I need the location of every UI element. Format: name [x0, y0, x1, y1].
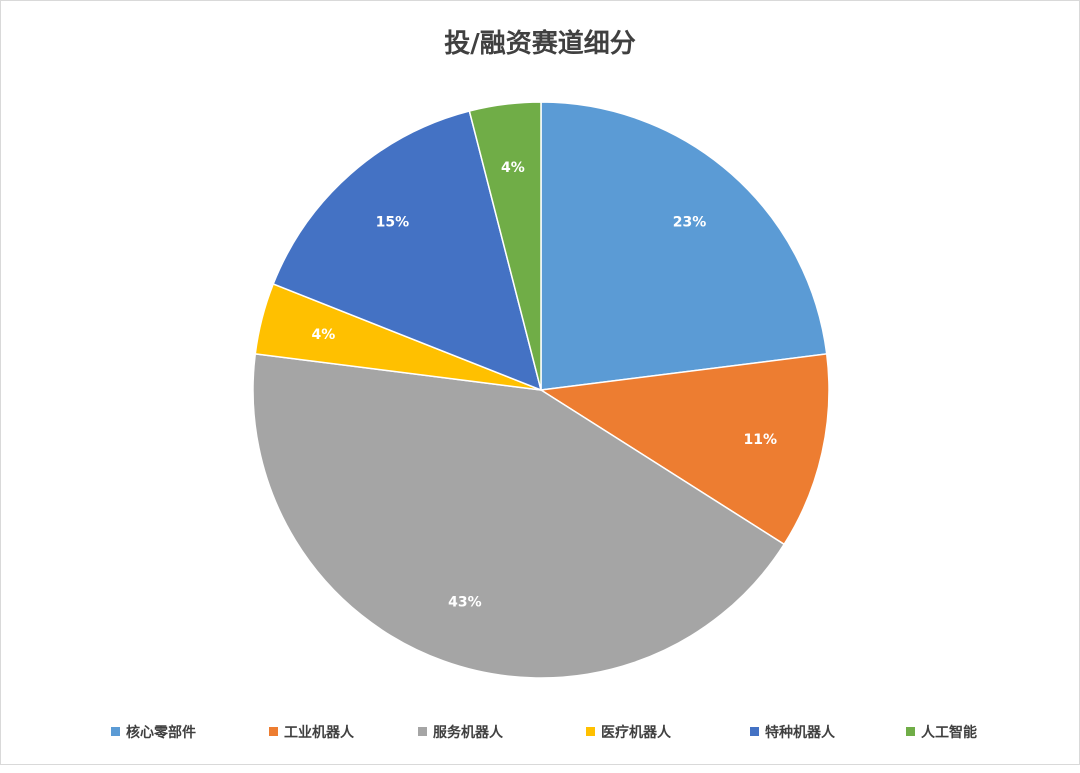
legend-item-2: 服务机器人 — [418, 722, 503, 742]
pie-slice-2 — [252, 353, 786, 679]
pie-slice-5 — [468, 101, 542, 391]
legend-label-3: 医疗机器人 — [601, 725, 671, 741]
pie-slice-0 — [540, 101, 828, 391]
legend-label-0: 核心零部件 — [126, 725, 196, 741]
legend-label-5: 人工智能 — [921, 725, 977, 741]
slice-data-label-5: 4% — [501, 160, 525, 176]
slice-data-label-0: 23% — [673, 214, 707, 230]
legend-swatch-2 — [418, 727, 427, 736]
slice-data-label-3: 4% — [312, 327, 336, 343]
pie-slice-1 — [538, 353, 830, 546]
legend-swatch-1 — [269, 727, 278, 736]
pie-chart: 23% 11% 43% 4% 15% 4% — [252, 101, 830, 679]
legend-item-4: 特种机器人 — [750, 722, 835, 742]
chart-title: 投/融资赛道细分 — [444, 29, 636, 59]
legend-item-0: 核心零部件 — [111, 722, 196, 742]
legend-label-2: 服务机器人 — [433, 725, 503, 741]
slice-data-label-1: 11% — [743, 432, 777, 448]
legend-swatch-5 — [906, 727, 915, 736]
slice-data-label-2: 43% — [448, 594, 482, 610]
slice-data-label-4: 15% — [376, 214, 410, 230]
legend-swatch-4 — [750, 727, 759, 736]
legend-item-1: 工业机器人 — [269, 722, 354, 742]
legend-label-4: 特种机器人 — [765, 725, 835, 741]
legend-label-1: 工业机器人 — [284, 725, 354, 741]
legend-item-3: 医疗机器人 — [586, 722, 671, 742]
pie-slice-4 — [272, 110, 543, 392]
legend-swatch-3 — [586, 727, 595, 736]
legend-swatch-0 — [111, 727, 120, 736]
legend-item-5: 人工智能 — [906, 722, 977, 742]
